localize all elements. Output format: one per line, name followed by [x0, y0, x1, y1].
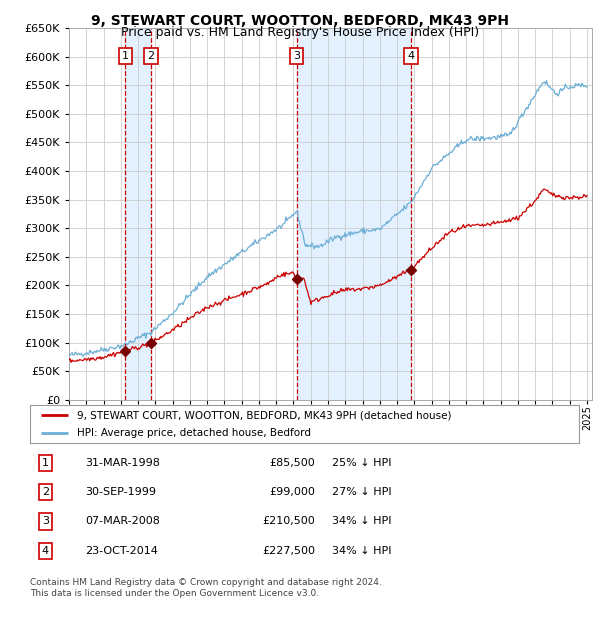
Text: HPI: Average price, detached house, Bedford: HPI: Average price, detached house, Bedf…: [77, 428, 311, 438]
Text: 1: 1: [42, 458, 49, 468]
Text: 30-SEP-1999: 30-SEP-1999: [85, 487, 156, 497]
Text: 3: 3: [293, 51, 300, 61]
Text: £227,500: £227,500: [262, 546, 316, 556]
Text: 34% ↓ HPI: 34% ↓ HPI: [332, 516, 391, 526]
Text: £99,000: £99,000: [269, 487, 316, 497]
Text: 31-MAR-1998: 31-MAR-1998: [85, 458, 160, 468]
Text: 4: 4: [42, 546, 49, 556]
Text: 9, STEWART COURT, WOOTTON, BEDFORD, MK43 9PH (detached house): 9, STEWART COURT, WOOTTON, BEDFORD, MK43…: [77, 410, 451, 420]
Text: 34% ↓ HPI: 34% ↓ HPI: [332, 546, 391, 556]
Text: £210,500: £210,500: [263, 516, 316, 526]
Text: Price paid vs. HM Land Registry's House Price Index (HPI): Price paid vs. HM Land Registry's House …: [121, 26, 479, 39]
Bar: [125, 28, 151, 400]
Text: 4: 4: [407, 51, 415, 61]
Text: 2: 2: [42, 487, 49, 497]
Text: 1: 1: [122, 51, 128, 61]
Text: 9, STEWART COURT, WOOTTON, BEDFORD, MK43 9PH: 9, STEWART COURT, WOOTTON, BEDFORD, MK43…: [91, 14, 509, 28]
Text: 23-OCT-2014: 23-OCT-2014: [85, 546, 158, 556]
Text: 07-MAR-2008: 07-MAR-2008: [85, 516, 160, 526]
Text: 25% ↓ HPI: 25% ↓ HPI: [332, 458, 391, 468]
Text: 2: 2: [148, 51, 155, 61]
Text: 3: 3: [42, 516, 49, 526]
Text: This data is licensed under the Open Government Licence v3.0.: This data is licensed under the Open Gov…: [30, 589, 319, 598]
Bar: [296, 28, 411, 400]
Text: £85,500: £85,500: [270, 458, 316, 468]
Text: 27% ↓ HPI: 27% ↓ HPI: [332, 487, 392, 497]
Text: Contains HM Land Registry data © Crown copyright and database right 2024.: Contains HM Land Registry data © Crown c…: [30, 578, 382, 587]
